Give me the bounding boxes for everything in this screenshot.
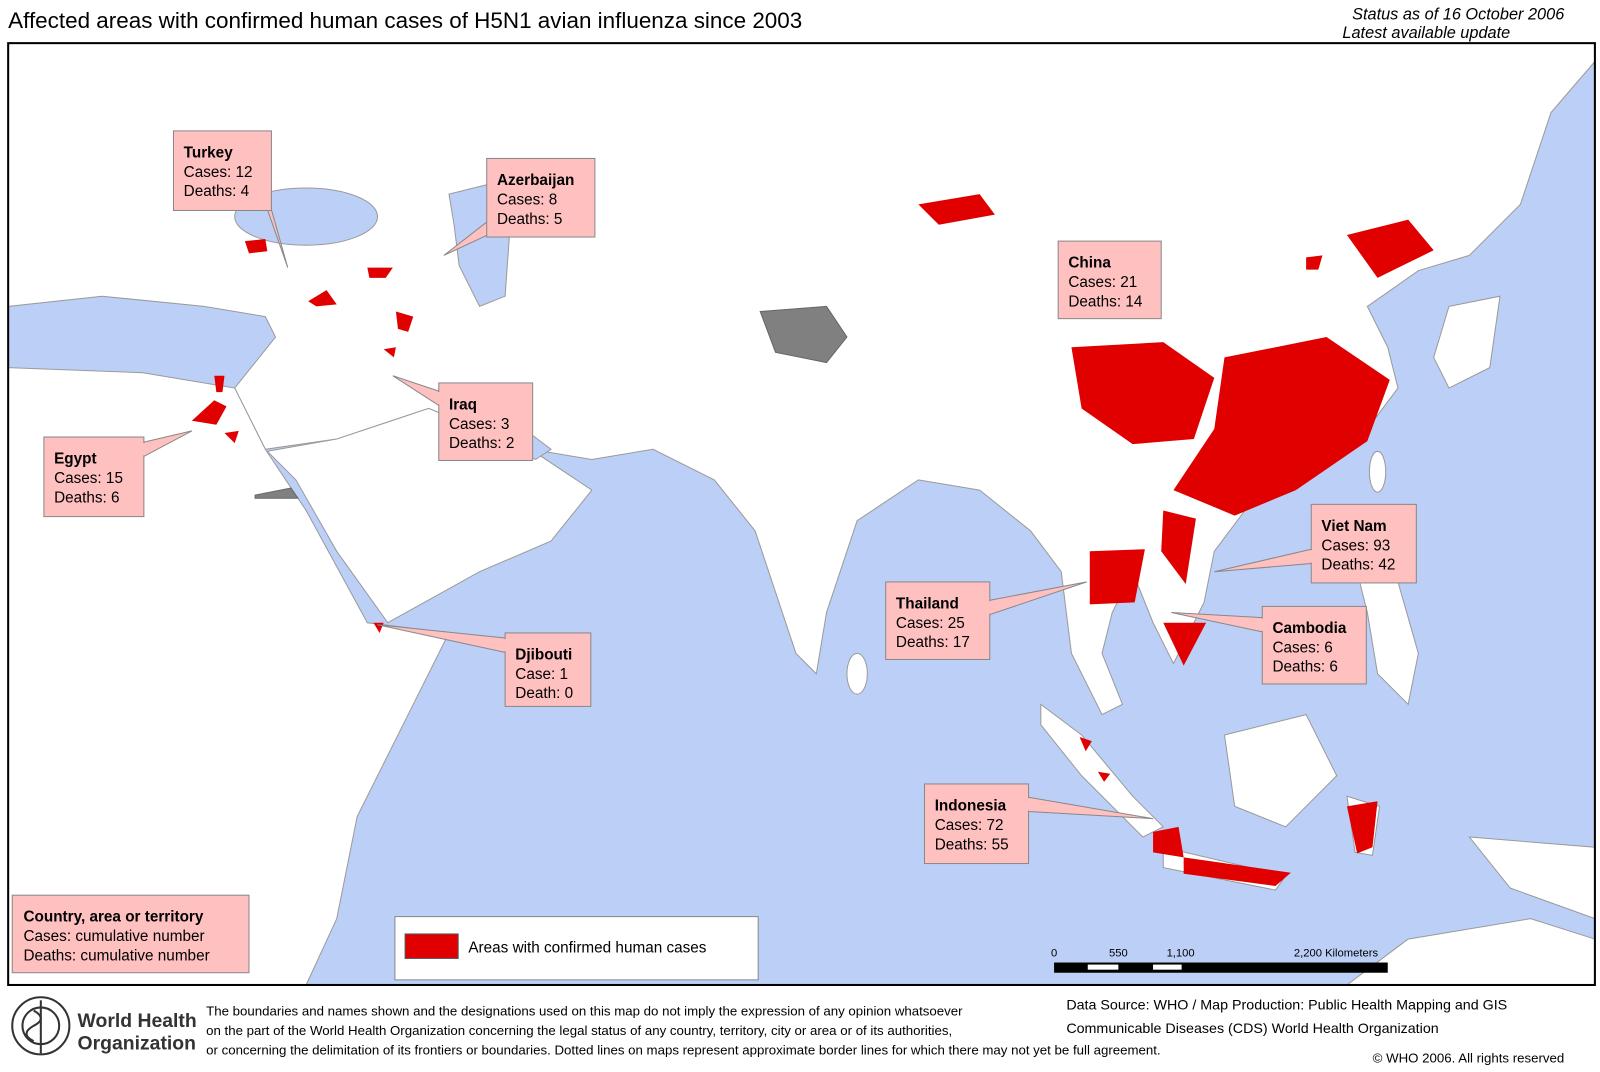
affected-area (214, 375, 225, 393)
key-deaths: Deaths: cumulative number (23, 947, 209, 964)
callout-box (504, 632, 592, 707)
callout-box (438, 382, 534, 461)
callout-deaths: Deaths: 2 (449, 435, 514, 452)
callout-box (923, 783, 1030, 865)
status: Status as of 16 October 2006 (1352, 6, 1565, 24)
affected-area (1346, 801, 1378, 854)
affected-area (191, 400, 227, 425)
org-name: World Health (78, 1010, 197, 1032)
callout-cases: Cases: 12 (184, 164, 253, 181)
source: Data Source: WHO / Map Production: Publi… (1066, 997, 1507, 1013)
callout-cases: Cases: 6 (1272, 639, 1332, 656)
affected-area (367, 267, 393, 278)
affected-area (224, 430, 239, 444)
callout-deaths: Deaths: 55 (935, 836, 1009, 853)
affected-area (1161, 510, 1196, 584)
callout-box (486, 157, 596, 238)
callout-box (1310, 503, 1417, 584)
affected-area (244, 239, 268, 254)
callout-box (172, 130, 272, 211)
affected-area (308, 290, 337, 307)
callout-deaths: Deaths: 6 (1272, 659, 1337, 676)
affected-areas (191, 194, 1434, 886)
disclaimer: or concerning the delimitation of its fr… (206, 1042, 1161, 1057)
callout-deaths: Deaths: 6 (54, 489, 119, 506)
affected-area (918, 194, 995, 225)
callout-cases: Cases: 93 (1321, 537, 1390, 554)
legend: Areas with confirmed human cases (394, 916, 759, 981)
callout-cases: Cases: 15 (54, 470, 123, 487)
callout-cases: Cases: 3 (449, 416, 509, 433)
affected-area (1153, 826, 1184, 858)
callout-cases: Cases: 8 (497, 191, 557, 208)
disclaimer: The boundaries and names shown and the d… (206, 1004, 963, 1019)
sri-lanka (846, 652, 868, 695)
copyright: © WHO 2006. All rights reserved (1373, 1051, 1565, 1066)
callout-deaths: Deaths: 4 (184, 183, 250, 200)
callout-name: Indonesia (935, 797, 1007, 814)
legend-swatch (404, 933, 459, 959)
callout-name: Thailand (896, 595, 959, 612)
key-title: Country, area or territory (23, 909, 203, 926)
who-logo (11, 996, 71, 1056)
affected-area (1097, 771, 1111, 782)
scale-label: 550 (1109, 947, 1128, 959)
callout-name: Cambodia (1272, 620, 1346, 637)
scale-label: 2,200 Kilometers (1294, 947, 1379, 959)
callout-cases: Cases: 21 (1068, 274, 1137, 291)
callout-name: China (1068, 255, 1111, 272)
key-box: Country, area or territory Cases: cumula… (11, 894, 250, 974)
taiwan (1368, 450, 1387, 493)
callout-box (1057, 240, 1162, 320)
arabia (266, 407, 593, 624)
source: Communicable Diseases (CDS) World Health… (1066, 1021, 1438, 1037)
callout-deaths: Deaths: 17 (896, 634, 970, 651)
callout-cases: Cases: 72 (935, 817, 1004, 834)
kashmir (759, 305, 848, 364)
callout-deaths: Death: 0 (515, 685, 573, 702)
callout-cases: Cases: 25 (896, 615, 965, 632)
japan (1433, 295, 1501, 389)
callout-cases: Case: 1 (515, 666, 568, 683)
borneo (1223, 713, 1338, 828)
scale-label: 1,100 (1167, 947, 1195, 959)
affected-area (1346, 219, 1434, 278)
callout-deaths: Deaths: 5 (497, 211, 562, 228)
affected-area (395, 311, 414, 332)
affected-area (1183, 857, 1291, 886)
map-frame (7, 42, 1596, 986)
affected-area (1071, 342, 1215, 445)
title: Affected areas with confirmed human case… (8, 8, 802, 33)
key-cases: Cases: cumulative number (23, 928, 204, 945)
callout-name: Iraq (449, 396, 477, 413)
callout-box (1261, 605, 1367, 685)
callout-name: Egypt (54, 451, 97, 468)
callouts: Turkey Cases: 12 Deaths: 4 Azerbaijan Cases:… (43, 130, 1417, 865)
scale-bar: 0 550 1,100 2,200 Kilometers (1051, 947, 1388, 973)
affected-area (1163, 622, 1207, 666)
callout-name: Turkey (184, 144, 234, 161)
callout-name: Djibouti (515, 646, 572, 663)
update-note: Latest available update (1342, 24, 1510, 42)
scale-label: 0 (1051, 947, 1057, 959)
affected-area (1079, 737, 1092, 752)
callout-deaths: Deaths: 14 (1068, 293, 1142, 310)
eurasia (7, 42, 1596, 716)
affected-area (383, 347, 396, 358)
callout-box (885, 581, 991, 660)
callout-name: Azerbaijan (497, 172, 574, 189)
disclaimer: on the part of the World Health Organiza… (206, 1023, 952, 1038)
legend-label: Areas with confirmed human cases (468, 939, 706, 956)
org-name: Organization (78, 1032, 196, 1054)
callout-deaths: Deaths: 42 (1321, 557, 1395, 574)
callout-box (43, 436, 145, 518)
affected-area (1173, 337, 1390, 516)
callout-name: Viet Nam (1321, 518, 1386, 535)
affected-area (1089, 549, 1145, 605)
disputed-area (254, 487, 299, 499)
affected-area (1306, 255, 1323, 270)
footer: World Health Organization The boundaries… (11, 996, 1565, 1066)
